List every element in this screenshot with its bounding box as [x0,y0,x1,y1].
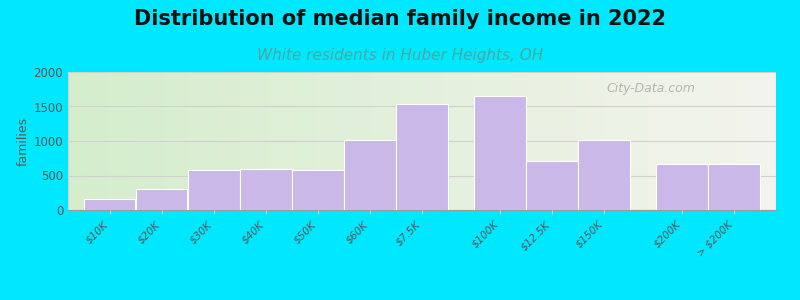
Bar [240,169,291,210]
Text: City-Data.com: City-Data.com [606,82,695,95]
Bar [526,161,578,210]
Bar [396,104,448,210]
Bar [292,170,344,210]
Text: Distribution of median family income in 2022: Distribution of median family income in … [134,9,666,29]
Bar [656,164,708,210]
Bar [84,199,135,210]
Bar [578,140,630,210]
Bar [344,140,396,210]
Y-axis label: families: families [16,116,30,166]
Bar [708,164,760,210]
Bar [474,96,526,210]
Text: White residents in Huber Heights, OH: White residents in Huber Heights, OH [257,48,543,63]
Bar [136,189,187,210]
Bar [188,170,239,210]
